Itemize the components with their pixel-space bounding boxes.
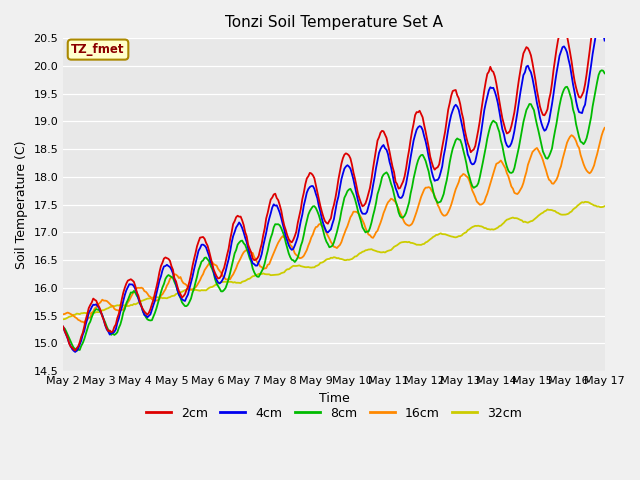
Text: TZ_fmet: TZ_fmet — [71, 43, 125, 56]
X-axis label: Time: Time — [319, 392, 349, 405]
Legend: 2cm, 4cm, 8cm, 16cm, 32cm: 2cm, 4cm, 8cm, 16cm, 32cm — [141, 402, 527, 425]
Y-axis label: Soil Temperature (C): Soil Temperature (C) — [15, 140, 28, 269]
Title: Tonzi Soil Temperature Set A: Tonzi Soil Temperature Set A — [225, 15, 443, 30]
